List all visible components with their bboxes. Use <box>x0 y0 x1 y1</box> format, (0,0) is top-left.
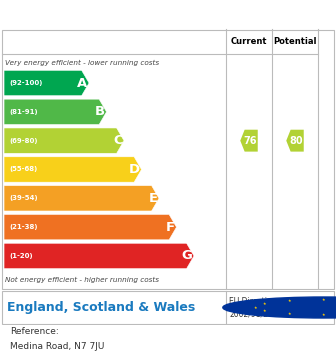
Polygon shape <box>286 130 304 152</box>
Text: Current: Current <box>231 37 267 46</box>
Text: ★: ★ <box>322 298 325 302</box>
Text: Very energy efficient - lower running costs: Very energy efficient - lower running co… <box>5 60 159 66</box>
Polygon shape <box>4 186 159 211</box>
Text: F: F <box>166 220 175 234</box>
Text: C: C <box>113 134 123 147</box>
Text: England, Scotland & Wales: England, Scotland & Wales <box>7 301 195 314</box>
Text: ★: ★ <box>288 312 291 316</box>
Polygon shape <box>4 70 89 96</box>
Text: G: G <box>182 250 193 262</box>
Text: E: E <box>149 192 158 205</box>
Text: (21-38): (21-38) <box>9 224 38 230</box>
Polygon shape <box>4 99 107 125</box>
Text: 2002/91/EC: 2002/91/EC <box>229 309 274 318</box>
Text: (69-80): (69-80) <box>9 138 38 144</box>
Text: (1-20): (1-20) <box>9 253 33 259</box>
Text: (81-91): (81-91) <box>9 109 38 115</box>
Polygon shape <box>4 243 194 269</box>
Polygon shape <box>4 157 141 182</box>
Text: (55-68): (55-68) <box>9 166 37 173</box>
Text: Reference:: Reference: <box>10 327 59 336</box>
Text: B: B <box>95 105 105 118</box>
Text: ★: ★ <box>262 302 266 306</box>
Text: (39-54): (39-54) <box>9 195 38 201</box>
Text: 80: 80 <box>290 136 303 146</box>
Text: (92-100): (92-100) <box>9 80 42 86</box>
Text: Medina Road, N7 7JU: Medina Road, N7 7JU <box>10 342 104 351</box>
Text: Potential: Potential <box>273 37 317 46</box>
Text: Not energy efficient - higher running costs: Not energy efficient - higher running co… <box>5 277 159 283</box>
Text: ★: ★ <box>322 313 325 317</box>
Text: Energy Efficiency Rating: Energy Efficiency Rating <box>57 7 279 22</box>
Text: ★: ★ <box>262 309 266 313</box>
Polygon shape <box>4 128 124 153</box>
Text: A: A <box>77 77 88 89</box>
Text: EU Directive: EU Directive <box>229 297 277 306</box>
Text: ★: ★ <box>253 306 257 310</box>
Text: 76: 76 <box>244 136 257 146</box>
Text: ★: ★ <box>288 299 291 303</box>
Polygon shape <box>4 214 176 240</box>
Polygon shape <box>240 130 258 152</box>
Text: D: D <box>129 163 140 176</box>
Circle shape <box>223 297 336 318</box>
